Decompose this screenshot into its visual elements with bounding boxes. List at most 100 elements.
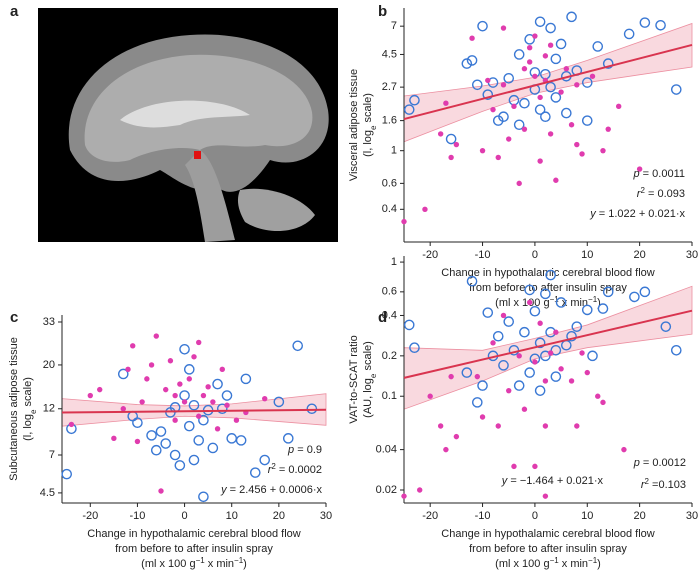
data-point — [160, 438, 172, 449]
data-point — [422, 206, 428, 213]
x-tick-label: -10 — [475, 249, 491, 261]
y-axis-label: Visceral adipose tissue — [348, 69, 360, 181]
data-point — [401, 218, 407, 225]
data-point — [427, 393, 433, 399]
data-point — [513, 380, 525, 391]
data-point — [660, 321, 672, 332]
data-point — [179, 344, 190, 355]
x-axis-label: from before to after insulin spray — [469, 282, 627, 294]
text-part: Subcutaneous adipose tissue — [8, 337, 20, 481]
text-part: e — [369, 125, 378, 130]
y-tick-label: 0.04 — [376, 444, 397, 456]
y-tick-label: 12 — [43, 403, 55, 415]
x-tick-label: 10 — [581, 249, 593, 261]
data-point — [61, 468, 73, 480]
y-tick-label: 1 — [391, 256, 397, 268]
data-point — [472, 397, 483, 408]
data-point — [196, 413, 202, 419]
data-point — [532, 463, 538, 470]
data-point — [532, 359, 538, 365]
data-point — [240, 373, 252, 385]
data-point — [198, 414, 209, 426]
text-part: = 0.0002 — [276, 464, 322, 476]
data-point — [581, 304, 593, 316]
data-point — [273, 396, 285, 408]
x-tick-label: -20 — [422, 510, 438, 522]
data-point — [226, 433, 238, 444]
data-point — [205, 384, 211, 390]
data-point — [600, 147, 606, 154]
text-part: scale) — [22, 377, 34, 409]
data-point — [511, 103, 517, 110]
data-point — [153, 333, 159, 339]
text-part: (l, log — [362, 130, 374, 157]
data-point — [188, 399, 200, 411]
data-point — [581, 77, 593, 88]
text-part: Change in hypothalamic cerebral blood fl… — [441, 267, 654, 279]
x-axis-label: Change in hypothalamic cerebral blood fl… — [87, 528, 300, 540]
data-point — [212, 378, 223, 390]
data-point — [130, 343, 136, 349]
x-tick-label: 30 — [686, 249, 698, 261]
data-point — [563, 66, 570, 72]
x-tick-label: 30 — [320, 510, 332, 522]
y-tick-label: 1 — [391, 145, 397, 157]
data-point — [542, 493, 549, 499]
data-point — [183, 364, 195, 375]
fit-line — [61, 408, 327, 414]
annotation: p = 0.0012 — [633, 457, 686, 469]
text-part: (AU, log — [362, 378, 374, 418]
data-point — [186, 376, 192, 382]
data-point — [262, 395, 268, 402]
data-point — [134, 438, 141, 445]
data-point — [453, 141, 460, 148]
data-point — [498, 360, 509, 371]
text-part: −1 — [588, 556, 598, 565]
data-point — [623, 28, 635, 40]
y-tick-label: 0.1 — [382, 390, 397, 402]
data-point — [292, 340, 304, 352]
y-tick-label: 2.7 — [382, 81, 397, 93]
data-point — [139, 399, 145, 405]
data-point — [207, 442, 219, 454]
annotation: y = −1.464 + 0.021·x — [501, 475, 604, 487]
data-point — [503, 72, 515, 84]
data-point — [597, 303, 609, 314]
data-point — [553, 177, 559, 183]
x-tick-label: 0 — [182, 510, 188, 522]
data-point — [469, 35, 475, 41]
text-part: = −1.464 + 0.021·x — [507, 475, 603, 487]
text-part: r — [637, 188, 642, 200]
text-part: scale) — [362, 93, 374, 125]
text-part: (ml x 100 g — [141, 558, 195, 570]
data-point — [521, 126, 528, 132]
data-point — [146, 430, 157, 441]
data-point — [547, 131, 554, 137]
text-part: 2 — [271, 462, 276, 471]
x-tick-label: -10 — [129, 510, 145, 522]
text-part: e — [29, 409, 38, 414]
data-point — [132, 417, 143, 429]
x-axis-label: from before to after insulin spray — [469, 543, 627, 555]
data-point — [524, 34, 535, 45]
text-part: −1 — [196, 556, 206, 565]
x-tick-label: 20 — [634, 510, 646, 522]
data-point — [97, 386, 103, 393]
data-point — [550, 371, 562, 382]
text-part: VAT-to-SCAT ratio — [348, 335, 360, 423]
x-tick-label: 0 — [532, 249, 538, 261]
fit-line — [403, 309, 693, 379]
text-part: −1 — [550, 556, 560, 565]
y-tick-label: 7 — [49, 449, 55, 461]
data-point — [172, 392, 178, 399]
data-point — [409, 342, 420, 354]
data-point — [495, 154, 501, 161]
data-point — [621, 446, 627, 453]
data-point — [595, 393, 601, 399]
data-point — [537, 94, 543, 101]
annotation: p = 0.9 — [287, 444, 322, 456]
data-point — [534, 16, 546, 28]
data-point — [605, 126, 611, 132]
data-point — [521, 406, 528, 412]
